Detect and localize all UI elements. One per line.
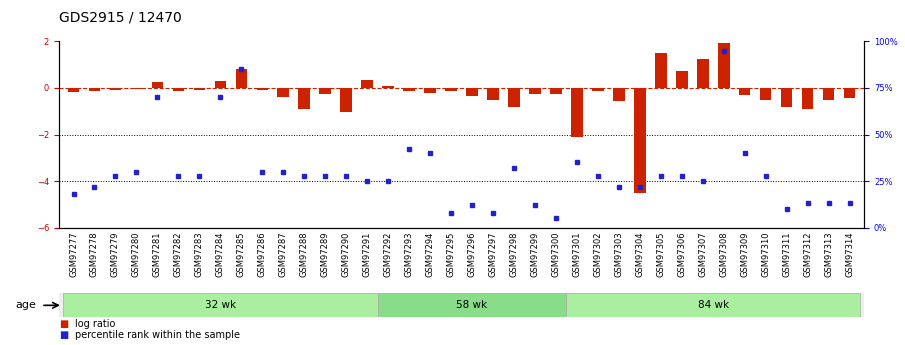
Bar — [89, 88, 100, 91]
Bar — [613, 88, 624, 101]
Text: 58 wk: 58 wk — [456, 300, 488, 310]
Bar — [550, 88, 562, 95]
Bar — [567, 293, 860, 317]
Text: log ratio: log ratio — [75, 319, 116, 329]
Bar — [278, 88, 289, 97]
Bar — [361, 80, 373, 88]
Bar — [340, 88, 352, 112]
Bar — [445, 88, 457, 91]
Bar — [592, 88, 604, 91]
Bar — [63, 293, 377, 317]
Bar — [173, 88, 184, 91]
Text: ■: ■ — [59, 330, 68, 340]
Bar — [697, 59, 709, 88]
Bar — [760, 88, 771, 100]
Bar — [130, 88, 142, 89]
Bar — [571, 88, 583, 137]
Bar — [802, 88, 814, 109]
Bar — [843, 88, 855, 98]
Bar — [529, 88, 540, 95]
Bar — [194, 88, 205, 90]
Text: GDS2915 / 12470: GDS2915 / 12470 — [59, 10, 182, 24]
Text: age: age — [15, 300, 36, 310]
Bar — [214, 81, 226, 88]
Bar — [509, 88, 519, 107]
Bar — [256, 88, 268, 90]
Bar — [235, 69, 247, 88]
Bar — [383, 86, 394, 88]
Bar — [634, 88, 645, 193]
Bar — [739, 88, 750, 96]
Bar — [655, 53, 667, 88]
Bar — [823, 88, 834, 100]
Bar — [152, 82, 163, 88]
Bar — [424, 88, 436, 92]
Text: percentile rank within the sample: percentile rank within the sample — [75, 330, 240, 340]
Bar — [110, 88, 121, 90]
Bar — [377, 293, 567, 317]
Bar — [299, 88, 310, 109]
Bar — [404, 88, 414, 91]
Text: 32 wk: 32 wk — [205, 300, 236, 310]
Bar — [68, 88, 80, 92]
Text: 84 wk: 84 wk — [698, 300, 729, 310]
Bar — [466, 88, 478, 96]
Text: ■: ■ — [59, 319, 68, 329]
Bar — [676, 70, 688, 88]
Bar — [781, 88, 793, 107]
Bar — [718, 42, 729, 88]
Bar — [319, 88, 331, 94]
Bar — [487, 88, 499, 100]
